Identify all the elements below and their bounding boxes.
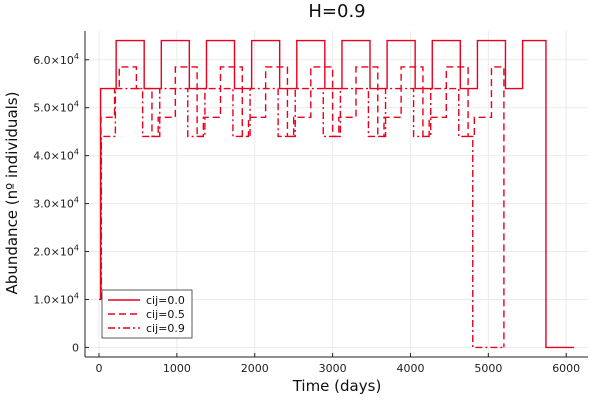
x-tick-label: 2000 — [241, 362, 269, 375]
x-tick-label: 6000 — [552, 362, 580, 375]
x-tick-label: 5000 — [474, 362, 502, 375]
x-tick-label: 0 — [96, 362, 103, 375]
axes — [84, 31, 588, 358]
y-tick-label: 4.0×104 — [33, 148, 79, 163]
series-line-1 — [99, 39, 574, 349]
x-tick-label: 4000 — [396, 362, 424, 375]
y-tick-label: 3.0×104 — [33, 196, 79, 211]
legend-label-3: cij=0.9 — [146, 322, 185, 335]
y-tick-label: 5.0×104 — [33, 100, 79, 115]
y-axis-label: Abundance (nº individuals) — [3, 92, 21, 295]
x-tick-label: 1000 — [163, 362, 191, 375]
chart-title: H=0.9 — [308, 1, 365, 22]
x-tick-label: 3000 — [319, 362, 347, 375]
x-axis-label: Time (days) — [292, 377, 382, 395]
tick-labels: 0 1000 2000 3000 4000 5000 6000 0 1.0×104 2.0×104… — [33, 52, 580, 375]
y-tick-label: 6.0×104 — [33, 52, 79, 67]
y-tick-label: 0 — [72, 341, 79, 354]
series-line-2 — [100, 66, 505, 348]
legend-label-1: cij=0.0 — [146, 294, 185, 307]
legend-label-2: cij=0.5 — [146, 308, 185, 321]
y-tick-label: 1.0×104 — [33, 291, 79, 306]
series-layer — [99, 39, 574, 349]
legend-box — [101, 289, 193, 339]
y-tick-label: 2.0×104 — [33, 244, 79, 259]
series-line-3 — [100, 87, 504, 349]
